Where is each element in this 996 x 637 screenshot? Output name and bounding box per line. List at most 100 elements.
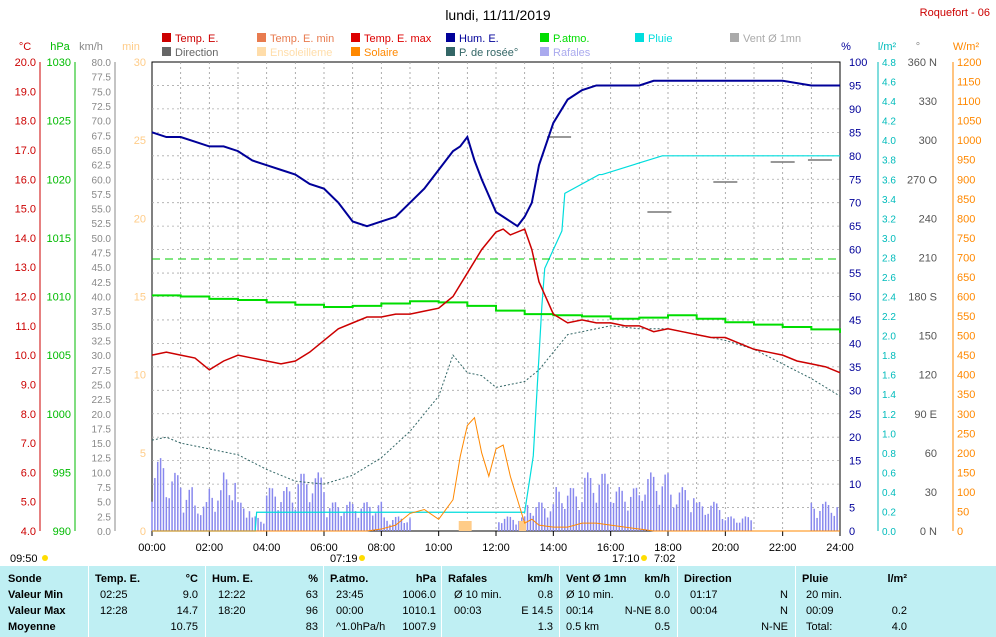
temp-tick-label: 11.0 <box>15 321 36 333</box>
table-header: km/h <box>644 573 670 585</box>
legend-label: Rafales <box>553 47 591 59</box>
patm-tick-label: 995 <box>53 467 71 479</box>
rain-tick-label: 1.2 <box>882 410 896 421</box>
hum-time: 12:22 <box>218 589 246 601</box>
dir-tick-label: 30 <box>925 487 937 499</box>
wind-time: 0.5 km <box>566 621 600 633</box>
solar-tick-label: 0 <box>957 526 963 538</box>
wind-tick-label: 22.5 <box>92 395 112 406</box>
time-tick-label: 22:00 <box>769 542 797 554</box>
wind-tick-label: 30.0 <box>92 351 112 362</box>
hum-tick-label: 65 <box>849 221 861 233</box>
unit-rain: l/m² <box>878 41 897 53</box>
direction-value: N <box>780 589 788 601</box>
temp-tick-label: 5.0 <box>21 497 36 509</box>
hum-tick-label: 75 <box>849 174 861 186</box>
sun-marker-dot <box>359 555 365 561</box>
solar-tick-label: 350 <box>957 389 975 401</box>
wind-tick-label: 20.0 <box>92 410 112 421</box>
legend-swatch <box>351 33 360 42</box>
solar-tick-label: 800 <box>957 213 975 225</box>
gust-value: 0.8 <box>537 589 553 601</box>
legend-swatch <box>257 33 266 42</box>
temp-tick-label: 15.0 <box>15 204 36 216</box>
time-tick-label: 24:00 <box>826 542 854 554</box>
rain-tick-label: 4.4 <box>882 97 896 108</box>
time-tick-label: 16:00 <box>597 542 625 554</box>
hum-tick-label: 10 <box>849 479 861 491</box>
rain-tick-label: 3.8 <box>882 156 896 167</box>
wind-tick-label: 67.5 <box>92 131 112 142</box>
series-temp <box>151 228 841 374</box>
legend-label: Ensoleilleme <box>270 47 332 59</box>
solar-tick-label: 850 <box>957 194 975 206</box>
legend-swatch <box>351 47 360 56</box>
gust-value: E 14.5 <box>521 605 553 617</box>
rain-tick-label: 4.8 <box>882 58 896 69</box>
hum-tick-label: 55 <box>849 268 861 280</box>
solar-tick-label: 200 <box>957 448 975 460</box>
hum-tick-label: 35 <box>849 362 861 374</box>
legend-label: Temp. E. min <box>270 33 334 45</box>
hum-time: 18:20 <box>218 605 246 617</box>
sun-marker-dot <box>641 555 647 561</box>
wind-tick-label: 7.5 <box>97 483 111 494</box>
wind-tick-label: 5.0 <box>97 498 111 509</box>
dir-tick-label: 240 <box>919 213 937 225</box>
hum-tick-label: 20 <box>849 432 861 444</box>
solar-tick-label: 250 <box>957 428 975 440</box>
hum-tick-label: 30 <box>849 385 861 397</box>
sunset-label: 17:10 <box>612 553 640 565</box>
table-header: l/m² <box>887 573 907 585</box>
rain-tick-label: 2.4 <box>882 293 896 304</box>
gust-time: 00:03 <box>454 605 482 617</box>
time-tick-label: 10:00 <box>425 542 453 554</box>
gust-time: Ø 10 min. <box>454 589 502 601</box>
temp-tick-label: 16.0 <box>15 174 36 186</box>
wind-tick-label: 77.5 <box>92 73 112 84</box>
time-tick-label: 06:00 <box>310 542 338 554</box>
temp-tick-label: 9.0 <box>21 379 36 391</box>
dir-tick-label: 270 O <box>907 174 937 186</box>
sun-tick-label: 20 <box>134 213 146 225</box>
axis-units: °C hPa km/h min% l/m² ° W/m² <box>19 41 980 53</box>
wind-tick-label: 50.0 <box>92 234 112 245</box>
rain-tick-label: 0.6 <box>882 468 896 479</box>
patm-tick-label: 990 <box>53 526 71 538</box>
wind-tick-label: 42.5 <box>92 278 112 289</box>
wind-value: N-NE 8.0 <box>624 605 670 617</box>
series-rosee <box>151 325 841 485</box>
solar-tick-label: 1000 <box>957 135 981 147</box>
dir-tick-label: 150 <box>919 331 937 343</box>
rain-tick-label: 2.2 <box>882 312 896 323</box>
legend-swatch <box>635 33 644 42</box>
time-tick-label: 04:00 <box>253 542 281 554</box>
rain-tick-label: 3.0 <box>882 234 896 245</box>
plot-area <box>151 79 841 532</box>
patm-tick-label: 1020 <box>47 174 71 186</box>
rain-tick-label: 3.4 <box>882 195 896 206</box>
patm-tick-label: 1025 <box>47 116 71 128</box>
hum-tick-label: 25 <box>849 409 861 421</box>
unit-temp: °C <box>19 41 31 53</box>
legend-swatch <box>162 47 171 56</box>
rain-tick-label: 4.2 <box>882 117 896 128</box>
temp-tick-label: 17.0 <box>15 145 36 157</box>
legend-label: Temp. E. max <box>364 33 432 45</box>
wind-tick-label: 60.0 <box>92 175 112 186</box>
table-separator <box>323 566 324 637</box>
hum-value: 83 <box>305 621 318 633</box>
wind-tick-label: 35.0 <box>92 322 112 333</box>
temp-tick-label: 19.0 <box>15 86 36 98</box>
legend-label: Temp. E. <box>175 33 218 45</box>
wind-tick-label: 17.5 <box>92 424 112 435</box>
station-name: Roquefort - 06 <box>920 7 990 19</box>
series-pluie <box>152 155 840 532</box>
direction-time: 01:17 <box>690 589 718 601</box>
rain-tick-label: 2.6 <box>882 273 896 284</box>
sunshine-bar <box>458 521 472 531</box>
wind-tick-label: 37.5 <box>92 307 112 318</box>
legend-swatch <box>257 47 266 56</box>
table-header: km/h <box>527 573 553 585</box>
wind-tick-label: 40.0 <box>92 293 112 304</box>
